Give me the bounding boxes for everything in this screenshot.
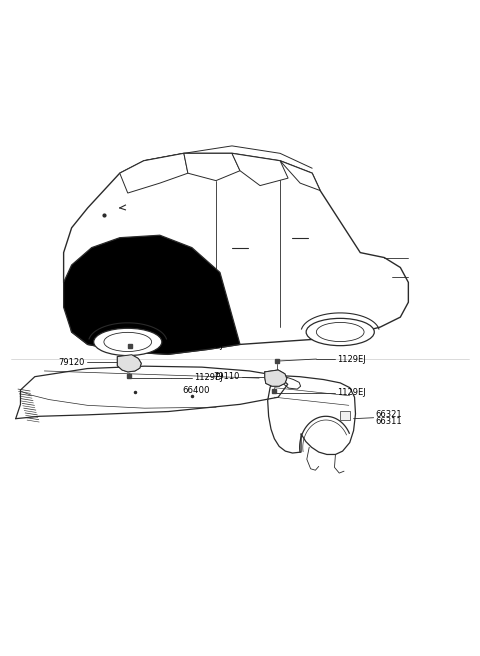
Text: 66400: 66400 xyxy=(183,386,210,396)
Ellipse shape xyxy=(94,328,162,356)
Text: 79120: 79120 xyxy=(59,358,85,367)
Text: 1129EJ: 1129EJ xyxy=(194,373,222,382)
Text: 79110: 79110 xyxy=(214,372,240,381)
Polygon shape xyxy=(64,236,240,354)
Ellipse shape xyxy=(306,318,374,346)
Ellipse shape xyxy=(104,333,152,352)
Text: 1129EJ: 1129EJ xyxy=(194,341,222,350)
Polygon shape xyxy=(117,355,141,372)
Polygon shape xyxy=(64,154,408,354)
Text: 66311: 66311 xyxy=(375,417,402,426)
Polygon shape xyxy=(280,161,320,190)
Ellipse shape xyxy=(316,323,364,342)
Polygon shape xyxy=(265,370,287,386)
Text: 1129EJ: 1129EJ xyxy=(337,388,366,398)
Polygon shape xyxy=(232,154,288,186)
Text: 1129EJ: 1129EJ xyxy=(337,354,366,363)
Polygon shape xyxy=(184,154,240,180)
Text: 66321: 66321 xyxy=(375,411,402,419)
Polygon shape xyxy=(120,154,188,193)
Bar xyxy=(340,411,350,420)
